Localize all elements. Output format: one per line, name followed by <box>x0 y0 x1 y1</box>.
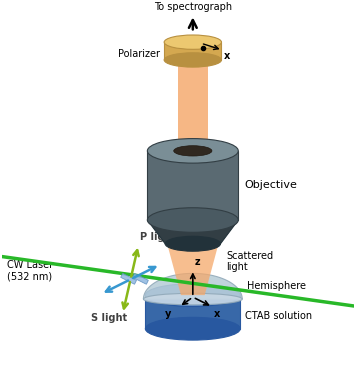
Ellipse shape <box>164 53 221 67</box>
Polygon shape <box>164 42 221 60</box>
Ellipse shape <box>145 284 240 307</box>
Text: P light: P light <box>141 232 177 242</box>
Ellipse shape <box>165 236 220 251</box>
Ellipse shape <box>174 146 212 156</box>
Text: Polarizer: Polarizer <box>118 49 160 59</box>
Polygon shape <box>147 220 238 244</box>
Text: CW Laser
(532 nm): CW Laser (532 nm) <box>7 259 53 281</box>
Ellipse shape <box>145 317 240 340</box>
Text: Scattered
light: Scattered light <box>226 251 273 272</box>
Text: Hemisphere: Hemisphere <box>247 281 306 291</box>
Ellipse shape <box>147 208 238 232</box>
Text: To spectrograph: To spectrograph <box>154 2 232 12</box>
Text: S light: S light <box>91 313 127 323</box>
Text: x: x <box>214 309 220 319</box>
Polygon shape <box>145 295 240 329</box>
Polygon shape <box>143 273 242 299</box>
Text: Objective: Objective <box>244 180 297 191</box>
Ellipse shape <box>167 240 219 248</box>
Text: CTAB solution: CTAB solution <box>245 311 312 321</box>
Text: y: y <box>205 54 211 64</box>
Text: x: x <box>224 51 230 61</box>
Ellipse shape <box>143 293 242 305</box>
Polygon shape <box>167 244 219 295</box>
Polygon shape <box>147 151 238 220</box>
Ellipse shape <box>164 35 221 49</box>
Ellipse shape <box>147 138 238 163</box>
Polygon shape <box>132 273 148 284</box>
Text: y: y <box>165 309 171 319</box>
Text: z: z <box>195 258 200 268</box>
Polygon shape <box>121 273 136 284</box>
Polygon shape <box>178 60 208 151</box>
